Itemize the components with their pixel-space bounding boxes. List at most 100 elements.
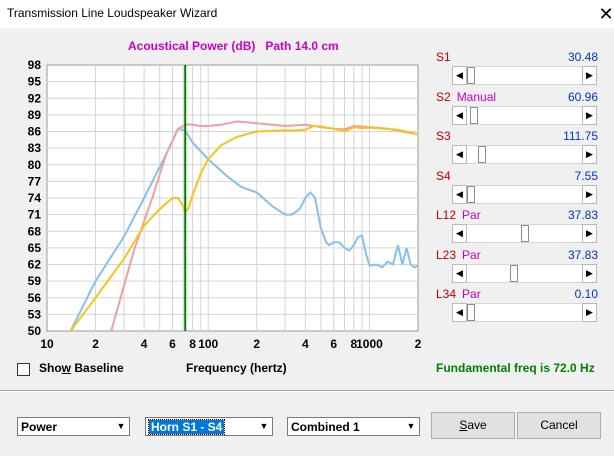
arrow-left-icon[interactable]: ◀ [452,184,467,204]
slider-value-s3: 111.75 [563,129,598,143]
slider-label-s3: S3 [436,129,451,143]
slider-thumb[interactable] [467,67,475,84]
y-tick-label: 74 [28,191,42,205]
slider-track[interactable] [466,303,583,322]
y-tick-label: 50 [28,324,42,338]
slider-thumb[interactable] [467,304,475,321]
slider-track[interactable] [466,66,583,85]
fundamental-frequency-label: Fundamental freq is 72.0 Hz [436,361,595,375]
series-line-1 [69,127,418,331]
slider-l23[interactable]: ◀ ▶ [452,263,597,283]
slider-label-l34: L34 Par [436,287,481,301]
slider-label-l12: L12 Par [436,208,481,222]
x-tick-label: 100 [198,337,218,350]
series-line-2 [110,120,418,331]
y-tick-label: 83 [28,141,42,155]
y-tick-label: 80 [28,158,42,172]
chevron-down-icon[interactable]: ▼ [116,421,126,431]
slider-label-s2: S2 Manual [436,89,497,104]
arrow-left-icon[interactable]: ◀ [452,303,467,322]
mode-select-value: Power [21,420,58,434]
arrow-left-icon[interactable]: ◀ [452,66,467,85]
slider-value-l23: 37.83 [567,247,598,262]
source-select-value: Horn S1 - S4 [147,419,226,435]
slider-track[interactable] [466,224,583,243]
y-tick-label: 98 [28,58,42,72]
window-title: Transmission Line Loudspeaker Wizard [7,6,218,20]
slider-track[interactable] [466,263,583,283]
series-line-3 [69,124,418,331]
y-tick-label: 53 [28,307,42,321]
slider-value-l12: 37.83 [567,208,598,222]
x-tick-label: 2 [92,337,99,350]
x-tick-label: 4 [141,337,148,350]
x-tick-label: 6 [169,337,176,350]
arrow-right-icon[interactable]: ▶ [582,66,597,85]
y-tick-label: 65 [28,241,42,255]
x-tick-label: 4 [302,337,309,350]
arrow-right-icon[interactable]: ▶ [582,105,597,125]
save-button[interactable]: Save [431,412,515,439]
x-tick-label: 6 [330,337,337,350]
slider-label-s1: S1 [436,50,451,64]
show-baseline-checkbox[interactable] [17,363,30,376]
arrow-left-icon[interactable]: ◀ [452,105,467,125]
y-tick-label: 56 [28,291,42,305]
x-tick-label: 2 [415,337,422,350]
source-select[interactable]: Horn S1 - S4 ▼ [145,417,273,436]
slider-s4[interactable]: ◀ ▶ [452,184,597,204]
slider-thumb[interactable] [470,106,479,124]
x-tick-label: 1000 [356,337,383,350]
y-tick-label: 71 [28,208,42,222]
arrow-right-icon[interactable]: ▶ [582,263,597,283]
slider-label-s4: S4 [436,168,451,183]
y-tick-label: 89 [28,108,42,122]
slider-l12[interactable]: ◀ ▶ [452,224,597,243]
y-tick-label: 95 [28,75,42,89]
slider-value-s2: 60.96 [567,89,598,104]
x-tick-label: 8 [350,337,357,350]
slider-track[interactable] [466,145,583,164]
slider-thumb[interactable] [467,185,475,203]
y-tick-label: 59 [28,274,42,288]
x-axis-label: Frequency (hertz) [186,361,287,375]
slider-thumb[interactable] [509,264,518,282]
y-tick-label: 77 [28,174,42,188]
x-tick-label: 10 [40,337,54,350]
slider-value-s1: 30.48 [567,50,598,64]
y-tick-label: 92 [28,91,42,105]
slider-value-s4: 7.55 [574,168,598,183]
x-tick-label: 2 [253,337,260,350]
slider-s1[interactable]: ◀ ▶ [452,66,597,85]
slider-s2[interactable]: ◀ ▶ [452,105,597,125]
slider-s3[interactable]: ◀ ▶ [452,145,597,164]
arrow-right-icon[interactable]: ▶ [582,145,597,164]
cancel-button[interactable]: Cancel [517,412,601,439]
chevron-down-icon[interactable]: ▼ [259,421,269,431]
slider-label-l23: L23 Par [436,247,481,262]
mode-select[interactable]: Power ▼ [17,417,130,436]
y-tick-label: 68 [28,224,42,238]
slider-l34[interactable]: ◀ ▶ [452,303,597,322]
show-baseline-label[interactable]: Show Baseline [39,361,124,375]
arrow-left-icon[interactable]: ◀ [452,145,467,164]
y-tick-label: 86 [28,125,42,139]
arrow-right-icon[interactable]: ▶ [582,303,597,322]
y-tick-label: 62 [28,258,42,272]
chevron-down-icon[interactable]: ▼ [406,421,416,431]
arrow-left-icon[interactable]: ◀ [452,263,467,283]
slider-thumb[interactable] [477,146,486,163]
slider-track[interactable] [466,105,583,125]
slider-track[interactable] [466,184,583,204]
slider-value-l34: 0.10 [574,287,598,301]
arrow-right-icon[interactable]: ▶ [582,224,597,243]
combine-select[interactable]: Combined 1 ▼ [287,417,420,436]
arrow-right-icon[interactable]: ▶ [582,184,597,204]
slider-thumb[interactable] [520,225,529,242]
close-icon[interactable]: ✕ [598,4,614,24]
title-bar: Transmission Line Loudspeaker Wizard ✕ [0,0,614,29]
combine-select-value: Combined 1 [291,420,360,434]
x-tick-label: 8 [189,337,196,350]
arrow-left-icon[interactable]: ◀ [452,224,467,243]
